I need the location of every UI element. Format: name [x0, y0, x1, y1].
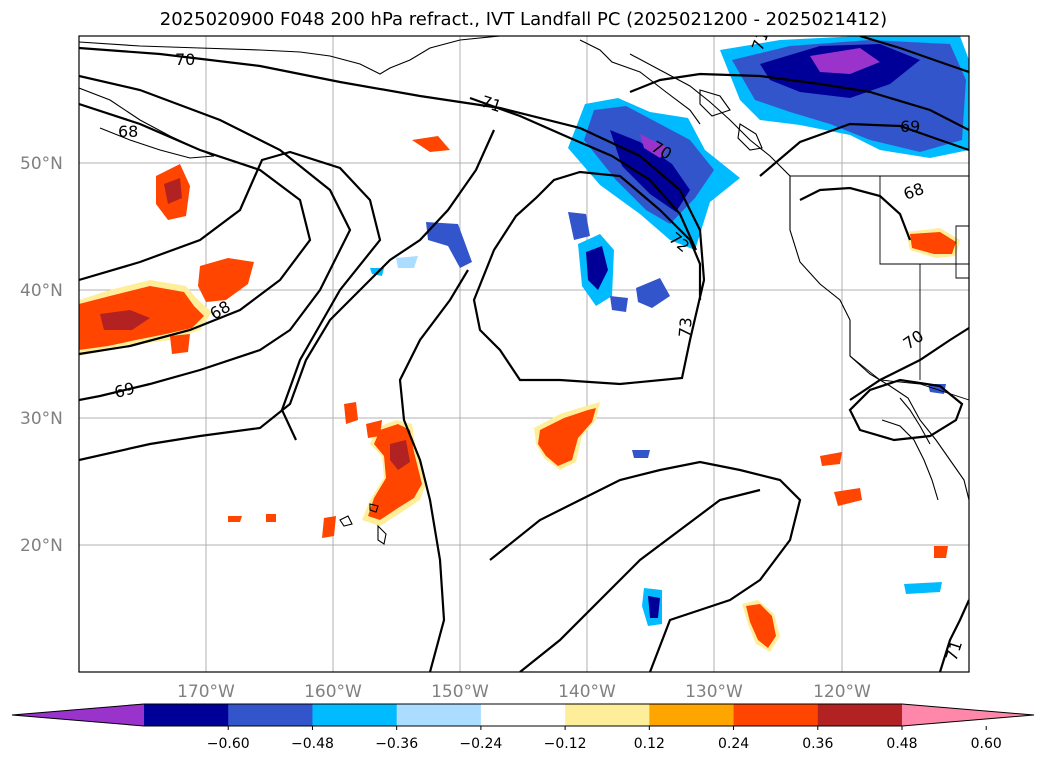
colorbar-segment	[817, 704, 903, 726]
colorbar-tick-label: 0.36	[802, 736, 833, 752]
contour-label: 71	[748, 28, 773, 54]
contour-label: 68	[118, 122, 138, 141]
colorbar: −0.60 −0.48 −0.36 −0.24 −0.12 0.12 0.24 0.36 0.4…	[11, 703, 1035, 752]
colorbar-tick-label: 0.60	[971, 736, 1002, 752]
contour-label: 69	[112, 379, 136, 402]
lon-label: 160°W	[304, 682, 362, 702]
gridlines	[79, 36, 969, 672]
colorbar-extend-low	[12, 704, 144, 726]
map-title: 2025020900 F048 200 hPa refract., IVT La…	[159, 9, 888, 30]
lat-label: 30°N	[20, 409, 63, 429]
lon-label: 130°W	[685, 682, 743, 702]
lon-label: 120°W	[813, 682, 871, 702]
lat-label: 20°N	[20, 536, 63, 556]
colorbar-segment	[649, 704, 735, 726]
latitude-labels: 50°N 40°N 30°N 20°N	[20, 154, 63, 556]
refractivity-contours	[79, 36, 969, 672]
colorbar-tick-label: 0.12	[634, 736, 665, 752]
colorbar-tick-label: 0.24	[718, 736, 749, 752]
colorbar-tick-label: −0.60	[207, 736, 250, 752]
lon-label: 140°W	[558, 682, 616, 702]
colorbar-tick-label: −0.24	[459, 736, 502, 752]
colorbar-segment	[480, 704, 566, 726]
colorbar-segment	[312, 704, 398, 726]
map-area: 70 71 68 70 69 72 68 73 69 68 70 71 71	[79, 28, 969, 672]
contour-label: 69	[900, 117, 920, 136]
colorbar-outline	[11, 703, 1035, 727]
colorbar-tick-label: 0.48	[886, 736, 917, 752]
lon-label: 170°W	[177, 682, 235, 702]
contour-label: 70	[900, 326, 928, 353]
colorbar-tick-label: −0.36	[375, 736, 418, 752]
colorbar-segment	[228, 704, 313, 726]
contour-label: 71	[942, 638, 966, 663]
positive-refractivity-shading	[79, 136, 960, 652]
contour-label: 73	[675, 316, 696, 338]
colorbar-tick-label: −0.48	[291, 736, 334, 752]
map-frame	[78, 35, 970, 673]
lon-label: 150°W	[431, 682, 489, 702]
colorbar-segment	[144, 704, 229, 726]
colorbar-segment	[396, 704, 482, 726]
contour-label: 71	[479, 92, 504, 116]
political-boundaries	[790, 175, 969, 401]
longitude-labels: 170°W 160°W 150°W 140°W 130°W 120°W	[177, 682, 871, 702]
contour-label: 70	[175, 50, 195, 69]
colorbar-tick-label: −0.12	[544, 736, 587, 752]
lat-label: 50°N	[20, 154, 63, 174]
contour-label: 68	[901, 179, 927, 204]
colorbar-segment	[565, 704, 650, 726]
lat-label: 40°N	[20, 281, 63, 301]
colorbar-extend-high	[902, 704, 1034, 726]
colorbar-segment	[733, 704, 819, 726]
